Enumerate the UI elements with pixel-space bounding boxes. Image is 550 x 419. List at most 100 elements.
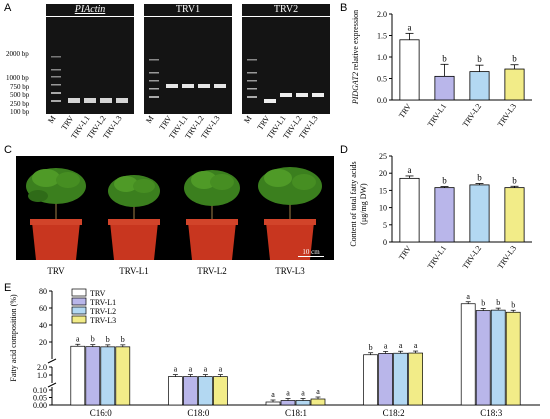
panel-label-e: E [4, 282, 12, 294]
ladder-label: 100 bp [10, 108, 30, 116]
bar [504, 187, 525, 243]
bar [378, 353, 393, 406]
significance-letter: b [496, 298, 500, 307]
x-tick-label: C18:3 [480, 408, 503, 418]
y-tick-label: 0.0 [377, 96, 387, 105]
bar [469, 184, 490, 243]
legend-swatch [71, 315, 87, 324]
significance-letter: a [414, 341, 418, 350]
bar [434, 187, 455, 243]
gel-lane-label: M [144, 114, 155, 125]
x-tick-label: TRV [397, 244, 413, 262]
bar [310, 398, 326, 406]
chart-e-fatty-acid-composition: 20 40 60 80 1.02.0 0.000.050.10 Fatty acid com… [9, 287, 540, 418]
axis-break [47, 358, 57, 364]
bar [100, 346, 116, 406]
y-axis-label: PIDGAT2 relative expression [351, 10, 360, 105]
panel-label-c: C [4, 144, 12, 156]
significance-letter: a [466, 292, 470, 301]
axis-break [47, 382, 57, 388]
gel-lane-label: M [46, 114, 57, 125]
significance-letter: b [481, 299, 485, 308]
bar [198, 376, 213, 406]
gel-image-trv1: TRV1 [144, 4, 232, 114]
y-tick-label: 0.00 [33, 401, 47, 410]
significance-letter: b [91, 335, 95, 344]
x-tick-label: C18:1 [285, 408, 307, 418]
plant-trv-l2 [184, 170, 240, 260]
significance-letter: a [408, 165, 412, 175]
scale-bar: 10 cm [298, 248, 324, 257]
y-tick-label: 0.5 [377, 75, 387, 84]
significance-letter: a [408, 22, 412, 32]
plant-label: TRV-L3 [275, 266, 305, 276]
significance-letter: a [219, 365, 223, 374]
ladder-label: 2000 bp [6, 50, 29, 58]
significance-letter: a [316, 387, 320, 396]
x-tick-label: TRV [397, 102, 413, 120]
x-tick-label: TRV-L1 [426, 244, 448, 271]
y-tick-label: 0 [383, 238, 387, 247]
legend-swatch [71, 297, 87, 306]
plant-trv-l1 [108, 175, 160, 260]
significance-letter: a [271, 390, 275, 399]
ladder-label: 250 bp [10, 100, 30, 108]
bar [85, 346, 101, 406]
bar [183, 376, 198, 406]
plant-label: TRV [47, 266, 65, 276]
bar [475, 310, 491, 406]
gel-title: TRV1 [144, 4, 232, 17]
significance-letter: b [121, 335, 125, 344]
significance-letter: b [369, 343, 373, 352]
x-tick-label: TRV-L3 [496, 244, 518, 271]
y-tick-label: 40 [39, 321, 47, 330]
significance-letter: b [477, 173, 482, 183]
significance-letter: a [76, 334, 80, 343]
panel-label-a: A [4, 2, 12, 14]
bar [265, 401, 281, 406]
legend-label: TRV [90, 289, 106, 298]
bar [168, 376, 183, 406]
y-tick-label: 10 [379, 204, 387, 213]
legend-swatch [71, 288, 87, 297]
x-tick-label: TRV-L3 [496, 102, 518, 129]
x-tick-label: C18:2 [383, 408, 405, 418]
legend-label: TRV-L2 [90, 307, 116, 316]
x-tick-label: C18:0 [187, 408, 210, 418]
y-tick-label: 15 [379, 186, 387, 195]
y-tick-label: 2.0 [377, 10, 387, 19]
bar [434, 75, 455, 101]
bar [504, 68, 525, 101]
x-tick-label: C16:0 [90, 408, 113, 418]
y-tick-label: 1.0 [37, 371, 47, 380]
significance-letter: a [286, 389, 290, 398]
plant-label: TRV-L1 [119, 266, 149, 276]
significance-letter: a [399, 341, 403, 350]
gel-title: TRV2 [242, 4, 330, 17]
bar [490, 309, 506, 406]
panel-label-d: D [340, 144, 348, 156]
bar [70, 345, 86, 406]
panel-label-b: B [340, 2, 348, 14]
bar [399, 177, 420, 243]
plant-trv [26, 168, 86, 260]
chart-b-expression: 0.0 0.5 1.0 1.5 2.0 PIDGAT2 relative expressi… [351, 10, 532, 129]
significance-letter: a [189, 365, 193, 374]
y-tick-label: 1.5 [377, 32, 387, 41]
plant-trv-l3 [258, 167, 322, 260]
y-tick-label: 2.0 [37, 363, 47, 372]
gel-image-pi-actin: PIActin [46, 4, 134, 114]
bar [469, 71, 490, 101]
gel-image-trv2: TRV2 [242, 4, 330, 114]
y-tick-label: 1.0 [377, 53, 387, 62]
y-tick-label: 20 [379, 169, 387, 178]
significance-letter: b [442, 53, 447, 63]
bar [460, 303, 476, 406]
y-tick-label: 60 [39, 304, 47, 313]
ladder-label: 750 bp [10, 83, 30, 91]
legend-swatch [71, 306, 87, 315]
plant-photo: 10 cm [16, 156, 334, 260]
significance-letter: b [512, 54, 517, 64]
ladder-label-list: 2000 bp 1000 bp 750 bp 500 bp 250 bp 100… [0, 50, 46, 120]
significance-letter: a [384, 341, 388, 350]
